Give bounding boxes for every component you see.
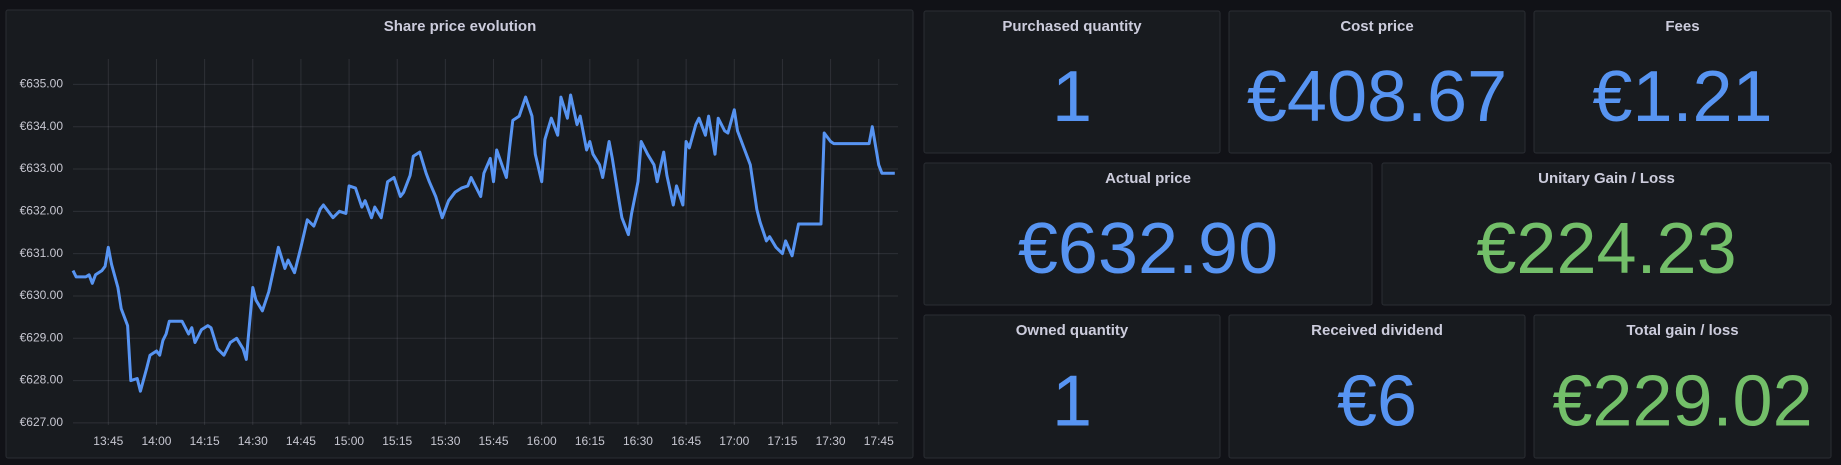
x-tick-label: 17:00	[719, 434, 749, 448]
x-tick-label: 14:30	[238, 434, 268, 448]
stat-title: Purchased quantity	[1002, 18, 1142, 35]
x-tick-label: 17:45	[864, 434, 894, 448]
x-tick-label: 16:30	[623, 434, 653, 448]
x-tick-label: 16:00	[527, 434, 557, 448]
y-tick-label: €631.00	[20, 246, 64, 260]
x-tick-label: 16:15	[575, 434, 605, 448]
x-tick-label: 14:00	[141, 434, 171, 448]
stat-title: Owned quantity	[1016, 322, 1129, 339]
x-tick-label: 15:45	[479, 434, 509, 448]
x-tick-label: 13:45	[93, 434, 123, 448]
x-tick-label: 14:45	[286, 434, 316, 448]
stat-title: Actual price	[1105, 170, 1191, 187]
stat-title: Received dividend	[1311, 322, 1443, 339]
y-tick-label: €634.00	[20, 119, 64, 133]
y-tick-label: €630.00	[20, 288, 64, 302]
stat-value: €6	[1337, 362, 1417, 442]
stat-panel	[923, 162, 1373, 306]
stat-value: 1	[1052, 57, 1092, 137]
x-tick-label: 15:30	[430, 434, 460, 448]
x-tick-label: 14:15	[190, 434, 220, 448]
x-tick-label: 17:30	[816, 434, 846, 448]
y-tick-label: €635.00	[20, 77, 64, 91]
stat-value: €632.90	[1018, 209, 1278, 289]
stat-panel	[1381, 162, 1832, 306]
stat-panel	[1533, 10, 1832, 154]
y-tick-label: €629.00	[20, 330, 64, 344]
stat-value: €224.23	[1476, 209, 1736, 289]
x-tick-label: 16:45	[671, 434, 701, 448]
stat-title: Fees	[1665, 18, 1699, 35]
stat-panel	[1228, 10, 1526, 154]
x-tick-label: 15:00	[334, 434, 364, 448]
y-tick-label: €633.00	[20, 161, 64, 175]
stat-title: Unitary Gain / Loss	[1538, 170, 1675, 187]
stat-title: Total gain / loss	[1626, 322, 1738, 339]
stat-panel	[923, 314, 1221, 459]
stat-title: Cost price	[1340, 18, 1413, 35]
chart-panel	[5, 9, 914, 459]
chart-title: Share price evolution	[384, 18, 537, 35]
stat-panel	[1228, 314, 1526, 459]
y-tick-label: €632.00	[20, 203, 64, 217]
price-line	[71, 93, 895, 393]
stat-value: €229.02	[1552, 362, 1812, 442]
stat-panel	[1533, 314, 1832, 459]
stat-panel	[923, 10, 1221, 154]
stat-value: €1.21	[1592, 57, 1772, 137]
x-tick-label: 15:15	[382, 434, 412, 448]
stat-value: €408.67	[1247, 57, 1507, 137]
y-tick-label: €628.00	[20, 373, 64, 387]
x-tick-label: 17:15	[767, 434, 797, 448]
stat-value: 1	[1052, 362, 1092, 442]
y-tick-label: €627.00	[20, 415, 64, 429]
